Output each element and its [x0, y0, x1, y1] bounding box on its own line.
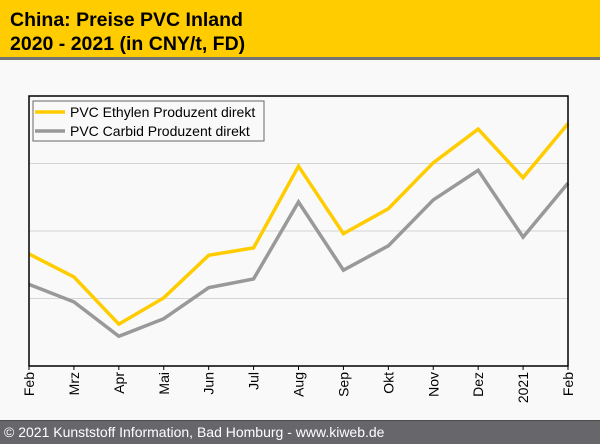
copyright-text: © 2021 Kunststoff Information, Bad Hombu…	[4, 424, 385, 440]
x-tick-label: Dez	[470, 372, 486, 397]
x-tick-label: Mrz	[66, 372, 82, 395]
x-tick-label: Jun	[201, 372, 217, 395]
x-tick-label: 2021	[515, 372, 531, 403]
chart-title-line-2: 2020 - 2021 (in CNY/t, FD)	[10, 33, 246, 55]
x-tick-label: Feb	[560, 372, 576, 396]
x-tick-label: Apr	[111, 372, 127, 394]
x-tick-label: Feb	[21, 372, 37, 396]
legend-label-ethylen: PVC Ethylen Produzent direkt	[70, 104, 255, 120]
x-tick-label: Mai	[156, 372, 172, 395]
footer: © 2021 Kunststoff Information, Bad Hombu…	[0, 420, 600, 444]
series-line-carbid	[28, 167, 570, 339]
x-axis-labels: Feb Mrz Apr Mai Jun Jul Aug Sep Okt Nov Dez 2021 Feb	[21, 372, 576, 403]
legend-label-carbid: PVC Carbid Produzent direkt	[70, 123, 250, 139]
legend: PVC Ethylen Produzent direkt PVC Carbid …	[32, 100, 265, 142]
x-axis-ticks	[28, 366, 569, 370]
legend-box	[32, 100, 265, 142]
x-tick-label: Aug	[291, 372, 307, 397]
x-tick-label: Jul	[246, 372, 262, 390]
chart-title-line-1: China: Preise PVC Inland	[10, 9, 243, 31]
x-tick-label: Nov	[425, 372, 441, 397]
series-lines	[28, 122, 570, 339]
line-chart: Feb Mrz Apr Mai Jun Jul Aug Sep Okt Nov Dez 2021 Feb…	[21, 95, 576, 403]
x-tick-label: Sep	[335, 372, 351, 397]
x-tick-label: Okt	[380, 372, 396, 394]
title-band: China: Preise PVC Inland 2020 - 2021 (in…	[0, 0, 600, 60]
series-line-ethylen	[28, 122, 570, 327]
